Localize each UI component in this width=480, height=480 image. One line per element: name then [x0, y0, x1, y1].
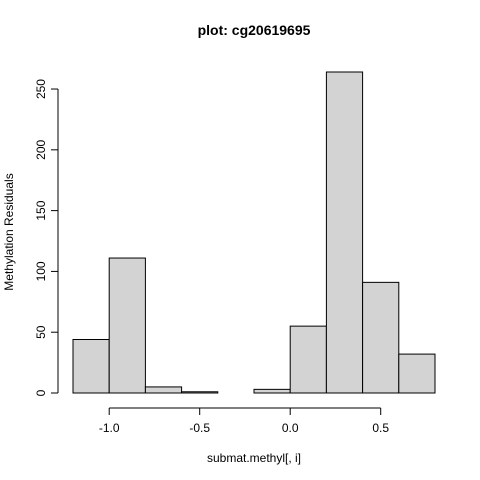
y-axis-label: Methylation Residuals	[2, 173, 16, 290]
histogram-bar-3	[181, 391, 219, 394]
y-axis: 0 50 100 150 200 250	[34, 79, 59, 396]
histogram-bar-2	[144, 386, 183, 394]
bars-group	[72, 71, 436, 394]
histogram-bar-9	[398, 353, 436, 394]
x-tick-label-1: -0.5	[189, 421, 210, 435]
y-tick-label-0: 0	[34, 389, 48, 396]
histogram-bar-8	[362, 281, 400, 394]
y-tick-label-2: 100	[34, 261, 48, 281]
y-tick-label-5: 250	[34, 79, 48, 99]
histogram-bar-1	[108, 257, 146, 394]
y-tick-label-1: 50	[34, 325, 48, 339]
histogram-bar-6	[289, 325, 327, 394]
histogram-bar-0	[72, 339, 110, 394]
y-tick-label-3: 150	[34, 200, 48, 220]
x-axis-label: submat.methyl[, i]	[207, 451, 301, 465]
y-tick-label-4: 200	[34, 139, 48, 159]
chart-title: plot: cg20619695	[198, 22, 311, 38]
histogram-bar-7	[325, 71, 364, 394]
x-axis: -1.0 -0.5 0.0 0.5	[99, 407, 389, 435]
x-tick-label-3: 0.5	[372, 421, 389, 435]
x-tick-label-0: -1.0	[99, 421, 120, 435]
x-tick-label-2: 0.0	[282, 421, 299, 435]
histogram-bar-5	[253, 388, 291, 394]
